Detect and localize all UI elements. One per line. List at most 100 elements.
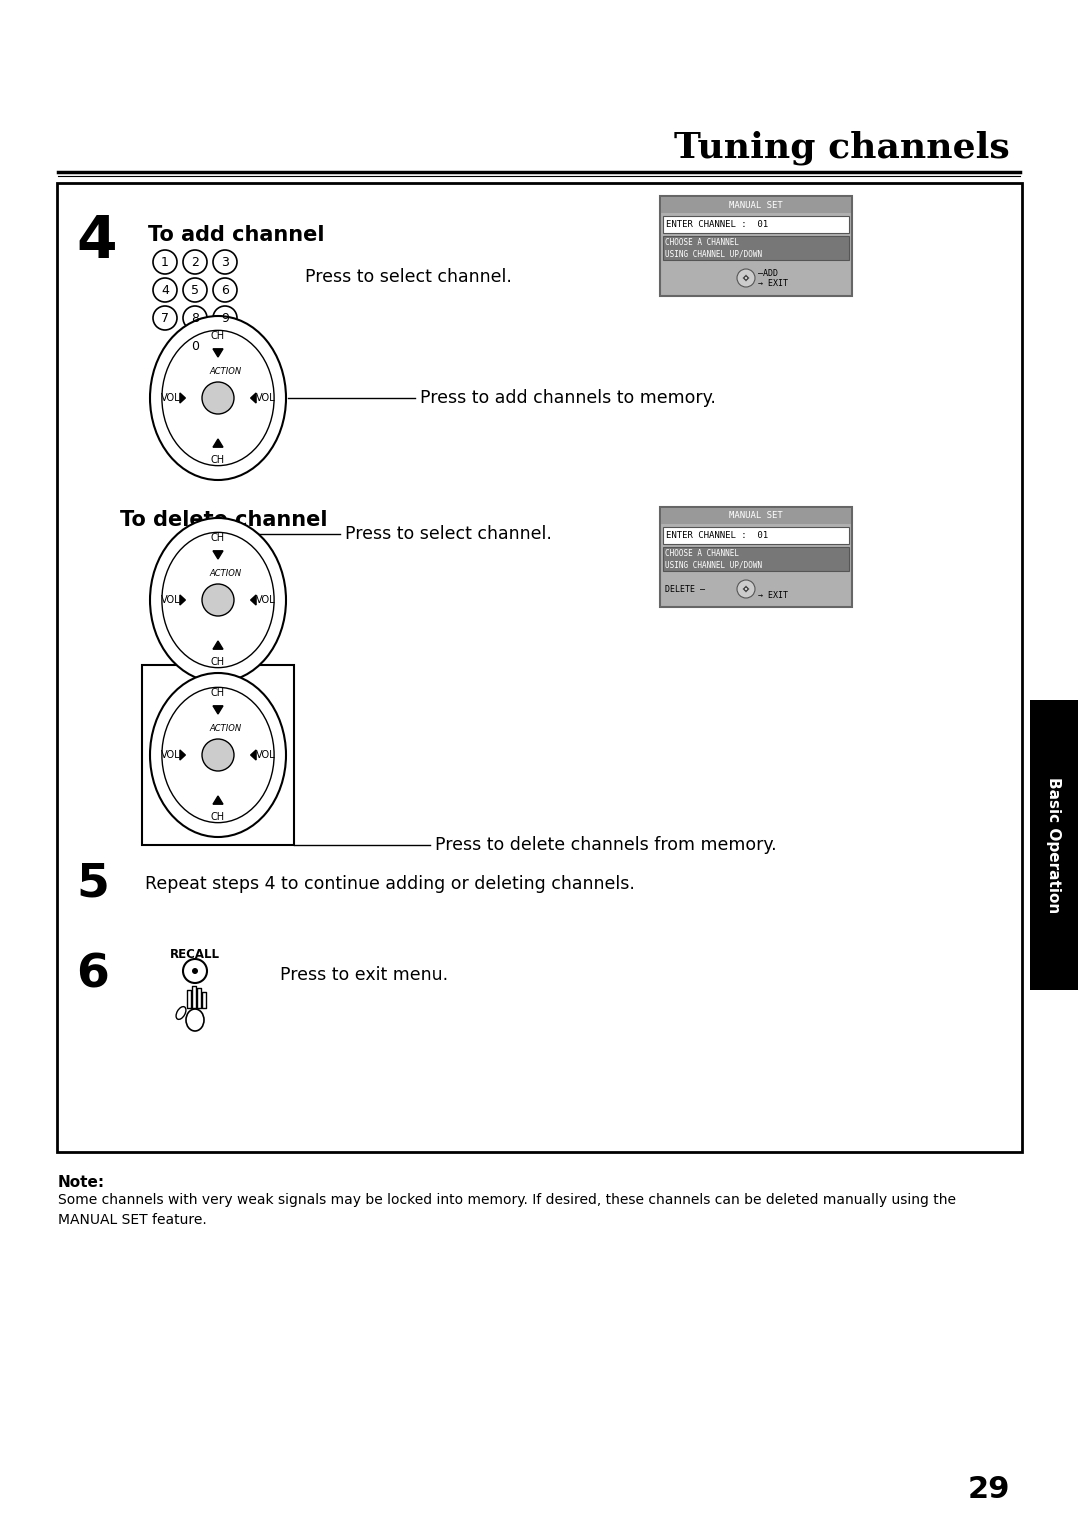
Circle shape	[192, 969, 198, 973]
Text: RECALL: RECALL	[170, 949, 220, 961]
Text: CH: CH	[211, 813, 225, 822]
Polygon shape	[213, 642, 222, 649]
Text: 9: 9	[221, 312, 229, 324]
Text: To delete channel: To delete channel	[120, 510, 327, 530]
Polygon shape	[213, 348, 222, 358]
Text: Tuning channels: Tuning channels	[674, 131, 1010, 165]
Circle shape	[183, 335, 207, 358]
Text: Press to exit menu.: Press to exit menu.	[280, 966, 448, 984]
Text: VOL: VOL	[256, 750, 275, 759]
Text: CH: CH	[211, 657, 225, 668]
Text: Press to select channel.: Press to select channel.	[345, 526, 552, 542]
Circle shape	[737, 269, 755, 287]
Ellipse shape	[150, 316, 286, 480]
Text: 8: 8	[191, 312, 199, 324]
Text: ACTION: ACTION	[210, 724, 242, 733]
Text: ACTION: ACTION	[210, 367, 242, 376]
Bar	[202, 992, 206, 1008]
Circle shape	[213, 251, 237, 274]
Circle shape	[202, 382, 234, 414]
Text: 6: 6	[76, 952, 109, 998]
Polygon shape	[747, 587, 750, 591]
Text: VOL: VOL	[256, 393, 275, 403]
Text: 4: 4	[161, 284, 168, 296]
Text: 4: 4	[76, 212, 117, 270]
Polygon shape	[213, 550, 222, 559]
Bar	[192, 986, 195, 1008]
Bar	[187, 990, 191, 1008]
Bar	[197, 989, 201, 1008]
Polygon shape	[743, 277, 745, 280]
Polygon shape	[251, 393, 256, 403]
Ellipse shape	[162, 688, 274, 822]
Text: 3: 3	[221, 255, 229, 269]
Ellipse shape	[162, 330, 274, 466]
Text: VOL: VOL	[161, 393, 180, 403]
Bar	[57, 183, 1022, 1152]
Polygon shape	[180, 750, 186, 759]
Polygon shape	[744, 280, 748, 281]
Circle shape	[153, 278, 177, 303]
Text: MANUAL SET: MANUAL SET	[729, 200, 783, 209]
Circle shape	[213, 306, 237, 330]
Text: CHOOSE A CHANNEL
USING CHANNEL UP/DOWN: CHOOSE A CHANNEL USING CHANNEL UP/DOWN	[665, 549, 762, 570]
Text: Press to delete channels from memory.: Press to delete channels from memory.	[435, 836, 777, 854]
Text: → EXIT: → EXIT	[758, 590, 788, 599]
Ellipse shape	[162, 532, 274, 668]
Bar	[663, 235, 849, 260]
Text: 29: 29	[968, 1476, 1010, 1505]
Bar	[663, 215, 849, 232]
Bar	[1030, 700, 1078, 990]
Polygon shape	[180, 393, 186, 403]
Polygon shape	[251, 594, 256, 605]
Ellipse shape	[176, 1007, 186, 1019]
Text: ACTION: ACTION	[210, 570, 242, 578]
Text: 0: 0	[191, 339, 199, 353]
Text: Note:: Note:	[58, 1175, 105, 1190]
Text: → EXIT: → EXIT	[758, 280, 788, 289]
Text: Press to select channel.: Press to select channel.	[305, 267, 512, 286]
Circle shape	[202, 584, 234, 616]
Text: VOL: VOL	[161, 750, 180, 759]
Text: ENTER CHANNEL :  01: ENTER CHANNEL : 01	[666, 532, 768, 539]
Polygon shape	[213, 796, 222, 804]
Circle shape	[183, 960, 207, 983]
Text: VOL: VOL	[161, 594, 180, 605]
Circle shape	[213, 278, 237, 303]
Text: 7: 7	[161, 312, 168, 324]
Circle shape	[153, 251, 177, 274]
Text: VOL: VOL	[256, 594, 275, 605]
Polygon shape	[747, 277, 750, 280]
Circle shape	[183, 278, 207, 303]
Circle shape	[183, 251, 207, 274]
Polygon shape	[213, 439, 222, 448]
Text: 2: 2	[191, 255, 199, 269]
Text: 1: 1	[161, 255, 168, 269]
Text: CH: CH	[211, 688, 225, 698]
Bar	[663, 547, 849, 571]
Polygon shape	[251, 750, 256, 759]
Bar	[661, 507, 851, 524]
Text: Basic Operation: Basic Operation	[1047, 776, 1062, 914]
Circle shape	[737, 581, 755, 597]
Text: Some channels with very weak signals may be locked into memory. If desired, thes: Some channels with very weak signals may…	[58, 1193, 956, 1227]
Bar	[663, 527, 849, 544]
Polygon shape	[744, 585, 748, 588]
Bar	[661, 197, 851, 212]
Text: CHOOSE A CHANNEL
USING CHANNEL UP/DOWN: CHOOSE A CHANNEL USING CHANNEL UP/DOWN	[665, 237, 762, 258]
Circle shape	[153, 306, 177, 330]
Ellipse shape	[150, 518, 286, 681]
Polygon shape	[213, 706, 222, 714]
Polygon shape	[180, 594, 186, 605]
Ellipse shape	[150, 672, 286, 837]
Circle shape	[183, 306, 207, 330]
Text: Repeat steps 4 to continue adding or deleting channels.: Repeat steps 4 to continue adding or del…	[145, 876, 635, 892]
Text: CH: CH	[211, 533, 225, 542]
Polygon shape	[744, 275, 748, 277]
Text: Press to add channels to memory.: Press to add channels to memory.	[420, 390, 716, 406]
Text: ENTER CHANNEL :  01: ENTER CHANNEL : 01	[666, 220, 768, 229]
Polygon shape	[744, 590, 748, 593]
Text: 6: 6	[221, 284, 229, 296]
Circle shape	[202, 740, 234, 772]
Bar	[660, 507, 852, 607]
